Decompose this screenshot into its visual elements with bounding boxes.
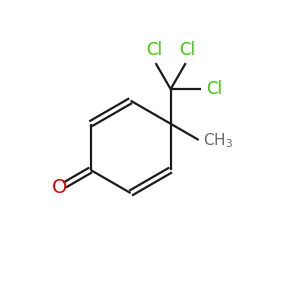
Text: Cl: Cl xyxy=(179,41,195,59)
Text: Cl: Cl xyxy=(146,41,163,59)
Text: Cl: Cl xyxy=(206,80,223,98)
Text: CH$_3$: CH$_3$ xyxy=(203,132,233,151)
Text: O: O xyxy=(52,178,67,197)
